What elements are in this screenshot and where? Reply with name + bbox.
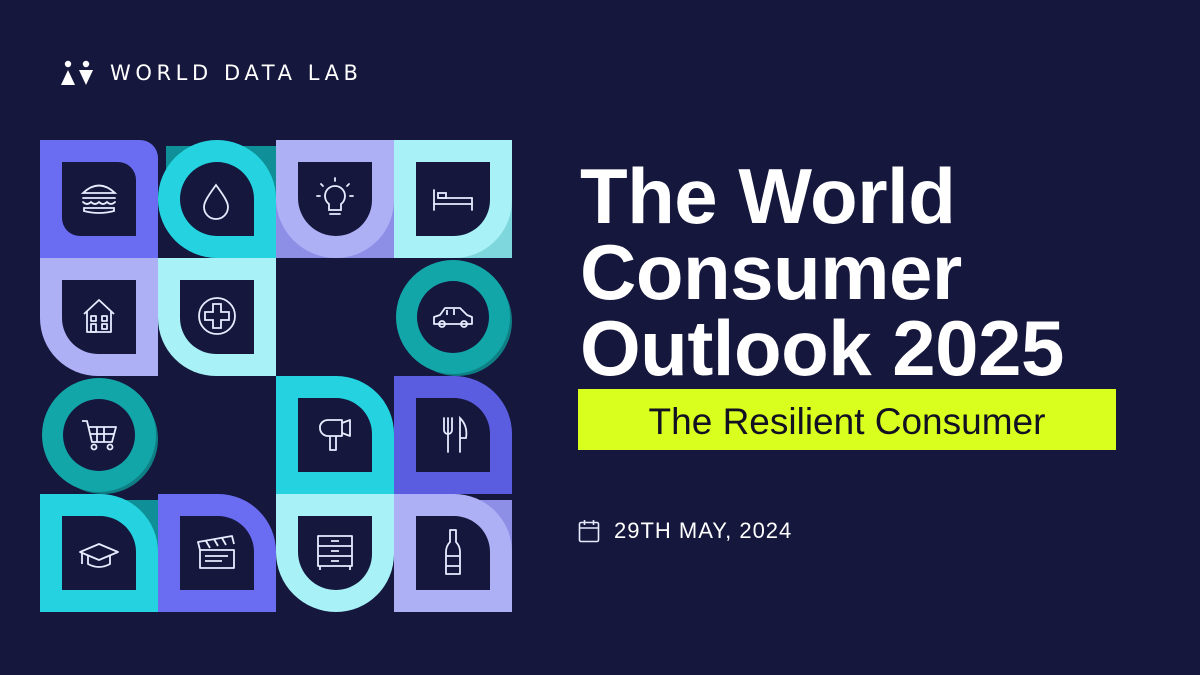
graduation-cap-icon — [79, 543, 119, 568]
hair-dryer-icon — [319, 419, 351, 451]
bottle-icon — [445, 529, 461, 575]
calendar-icon — [578, 520, 600, 543]
medical-cross-icon — [198, 297, 236, 335]
clapperboard-icon — [197, 535, 235, 569]
tile-transport — [396, 260, 512, 376]
tile-housing — [40, 258, 158, 376]
cutlery-icon — [443, 415, 468, 453]
date-row: 29TH MAY, 2024 — [578, 518, 792, 544]
house-icon — [83, 299, 115, 333]
drawers-icon — [317, 535, 353, 570]
title-line-3: Outlook 2025 — [580, 304, 1064, 392]
tile-entertainment — [158, 494, 276, 612]
tile-furnishing — [276, 494, 394, 612]
title-block: The World Consumer Outlook 2025 — [580, 152, 1064, 392]
tile-retail — [42, 378, 158, 494]
lightbulb-icon — [316, 177, 354, 215]
two-figures-logo-icon — [61, 60, 93, 85]
bed-icon — [433, 189, 473, 211]
subtitle-banner: The Resilient Consumer — [578, 389, 1116, 450]
tile-beverages — [394, 494, 512, 612]
shopping-cart-icon — [82, 420, 117, 451]
category-mosaic — [40, 140, 512, 612]
date-text: 29TH MAY, 2024 — [614, 518, 793, 543]
tile-water — [158, 140, 276, 258]
tile-education — [40, 494, 158, 612]
title-line-1: The World — [580, 152, 956, 240]
tile-housing-bed — [394, 140, 512, 258]
brand-name: WORLD DATA LAB — [110, 61, 363, 85]
tile-health — [158, 258, 276, 376]
water-drop-icon — [203, 183, 229, 220]
subtitle: The Resilient Consumer — [648, 400, 1046, 442]
brand: WORLD DATA LAB — [60, 60, 363, 86]
tile-dining — [394, 376, 512, 494]
title-line-2: Consumer — [580, 228, 962, 316]
tile-energy — [276, 140, 394, 258]
car-icon — [433, 307, 473, 328]
burger-icon — [80, 184, 118, 214]
tile-personal-care — [276, 376, 394, 494]
tile-food — [40, 140, 158, 258]
